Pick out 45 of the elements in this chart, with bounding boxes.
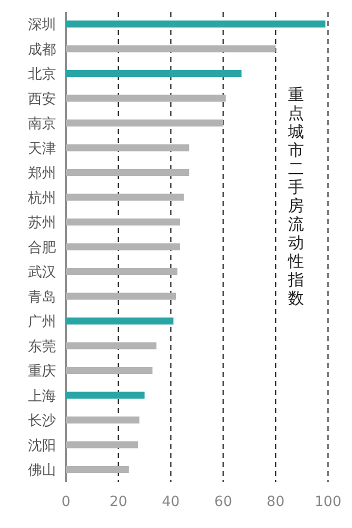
y-tick-label: 青岛 bbox=[28, 289, 56, 306]
x-tick-label: 40 bbox=[162, 494, 180, 510]
bar bbox=[66, 292, 176, 300]
bar bbox=[66, 45, 276, 52]
bar bbox=[66, 70, 242, 77]
bar bbox=[66, 342, 156, 350]
x-tick-label: 0 bbox=[62, 494, 70, 510]
y-tick-label: 成都 bbox=[28, 42, 56, 58]
x-tick-label: 20 bbox=[109, 494, 128, 510]
bar bbox=[66, 441, 138, 448]
y-tick-label: 重庆 bbox=[28, 364, 56, 380]
y-tick-label: 沈阳 bbox=[28, 438, 56, 454]
bar bbox=[66, 218, 180, 226]
y-tick-label: 武汉 bbox=[28, 264, 56, 280]
y-tick-label: 郑州 bbox=[28, 166, 56, 182]
bar bbox=[66, 367, 152, 374]
bar bbox=[66, 318, 174, 324]
bar bbox=[66, 120, 224, 126]
y-tick-label: 佛山 bbox=[28, 462, 56, 478]
y-tick-label: 苏州 bbox=[28, 215, 56, 231]
bar bbox=[66, 466, 129, 473]
y-tick-label: 西安 bbox=[28, 91, 56, 108]
y-tick-label: 天津 bbox=[28, 140, 56, 157]
y-tick-label: 深圳 bbox=[28, 17, 56, 33]
bar bbox=[66, 169, 190, 176]
y-tick-label: 北京 bbox=[28, 66, 56, 82]
bar bbox=[66, 194, 184, 201]
y-tick-label: 长沙 bbox=[28, 413, 56, 429]
y-tick-label: 南京 bbox=[28, 116, 56, 132]
y-tick-label: 杭州 bbox=[27, 190, 56, 206]
y-tick-label: 东莞 bbox=[28, 338, 56, 355]
bar bbox=[66, 243, 180, 250]
bar bbox=[66, 144, 190, 152]
bar bbox=[66, 94, 226, 102]
y-tick-label: 合肥 bbox=[28, 240, 56, 256]
bar bbox=[66, 268, 178, 275]
bar bbox=[66, 392, 145, 399]
chart-title: 重点城市二手房流动性指数 bbox=[288, 85, 304, 308]
y-tick-label: 上海 bbox=[28, 388, 56, 404]
y-tick-label: 广州 bbox=[28, 314, 56, 330]
bar bbox=[66, 416, 140, 424]
x-tick-label: 80 bbox=[266, 494, 285, 510]
x-tick-label: 100 bbox=[314, 494, 342, 510]
bar bbox=[66, 20, 326, 28]
x-tick-label: 60 bbox=[214, 494, 232, 510]
